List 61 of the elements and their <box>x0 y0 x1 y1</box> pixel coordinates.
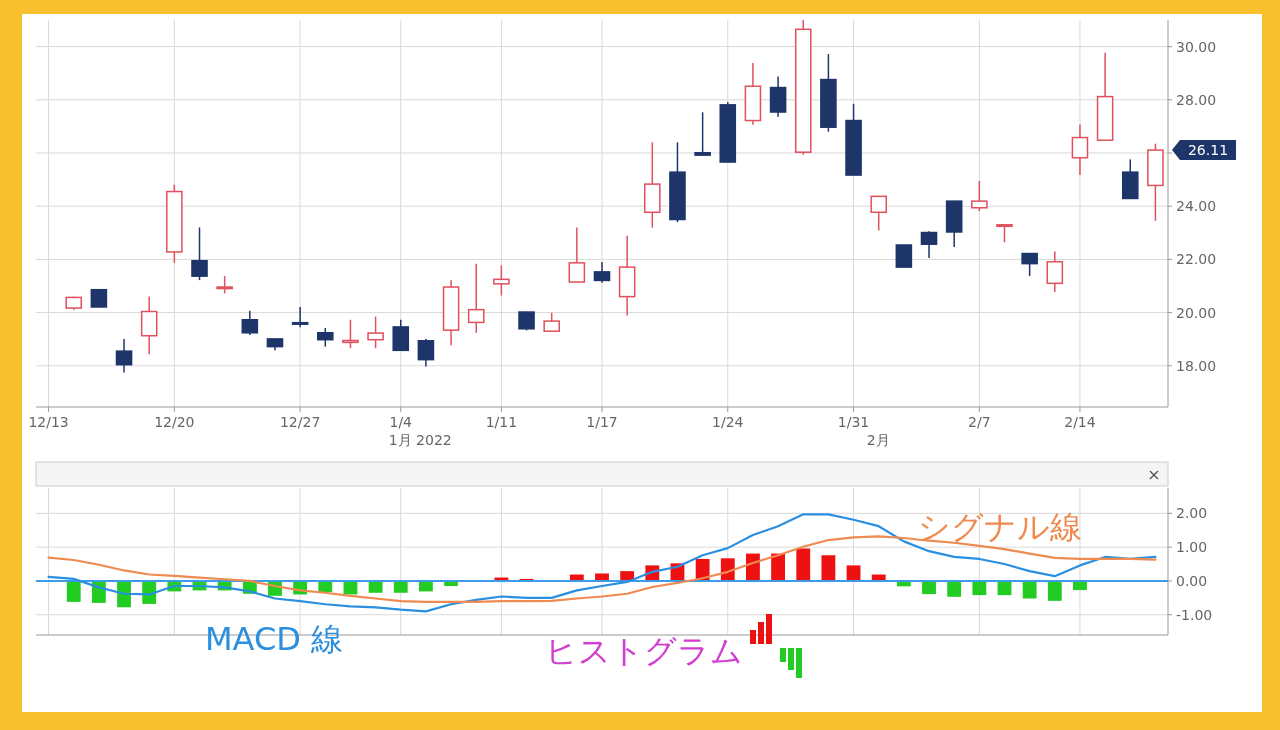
x-tick-label: 2/14 <box>1064 414 1096 430</box>
line-series <box>47 513 1157 613</box>
candlestick <box>568 226 586 283</box>
x-tick-label: 1/17 <box>586 414 618 430</box>
candlestick <box>920 230 938 259</box>
candlestick <box>694 111 711 157</box>
bar <box>846 565 861 581</box>
candlestick <box>191 226 208 281</box>
x-tick-label: 2/7 <box>968 414 991 430</box>
bar <box>922 580 936 595</box>
text: 26.11 <box>1187 142 1229 159</box>
candlestick <box>971 180 988 212</box>
bar <box>972 580 987 596</box>
candlestick <box>1021 252 1038 277</box>
y-tick-label: 0.00 <box>1176 572 1208 589</box>
bar <box>1047 580 1062 601</box>
bar <box>821 555 836 581</box>
y-tick-label: 18.00 <box>1176 357 1217 374</box>
x-tick-label: 1/24 <box>712 414 744 430</box>
x-tick-label: 1/11 <box>485 414 518 430</box>
candlestick <box>1046 250 1064 293</box>
candlestick <box>367 315 384 349</box>
text: 1月 2022 <box>388 432 452 448</box>
candlestick <box>392 319 410 352</box>
bar <box>368 580 383 593</box>
candlestick <box>543 312 560 332</box>
y-tick-label: 22.00 <box>1176 251 1217 268</box>
y-tick-label: 20.00 <box>1176 304 1217 321</box>
y-tick-label: 2.00 <box>1176 505 1208 522</box>
text: 2月 <box>866 432 890 448</box>
legend-label: ヒストグラム <box>545 632 743 670</box>
x-tick-label: 12/27 <box>279 414 321 430</box>
candlestick <box>593 261 611 284</box>
candlestick <box>342 319 359 349</box>
y-tick-label: 1.00 <box>1176 539 1208 556</box>
candlestick <box>493 264 510 297</box>
candlestick <box>895 244 913 268</box>
candlestick <box>316 327 334 348</box>
y-tick-label: 30.00 <box>1176 38 1217 55</box>
bar <box>1022 580 1037 599</box>
candlestick <box>1071 123 1089 176</box>
y-tick-label: 28.00 <box>1176 91 1217 108</box>
candlestick <box>467 262 485 334</box>
x-tick-label: 1/31 <box>837 414 870 430</box>
bar <box>66 580 81 602</box>
bar <box>393 580 408 593</box>
candlestick <box>291 306 309 328</box>
series-label: MACD 線 <box>205 620 344 658</box>
x-tick-label: 12/13 <box>28 414 69 430</box>
series-label: シグナル線 <box>918 508 1082 546</box>
text: × <box>1147 464 1161 484</box>
candlestick <box>115 338 133 374</box>
x-tick-label: 12/20 <box>154 414 195 430</box>
x-tick-label: 1/4 <box>389 414 413 430</box>
y-tick-label: 24.00 <box>1176 198 1217 215</box>
candlestick <box>241 309 259 336</box>
candlestick <box>870 195 888 232</box>
candlestick <box>417 338 435 368</box>
bar <box>947 580 962 597</box>
bar <box>796 548 811 581</box>
y-tick-label: -1.00 <box>1176 606 1213 623</box>
